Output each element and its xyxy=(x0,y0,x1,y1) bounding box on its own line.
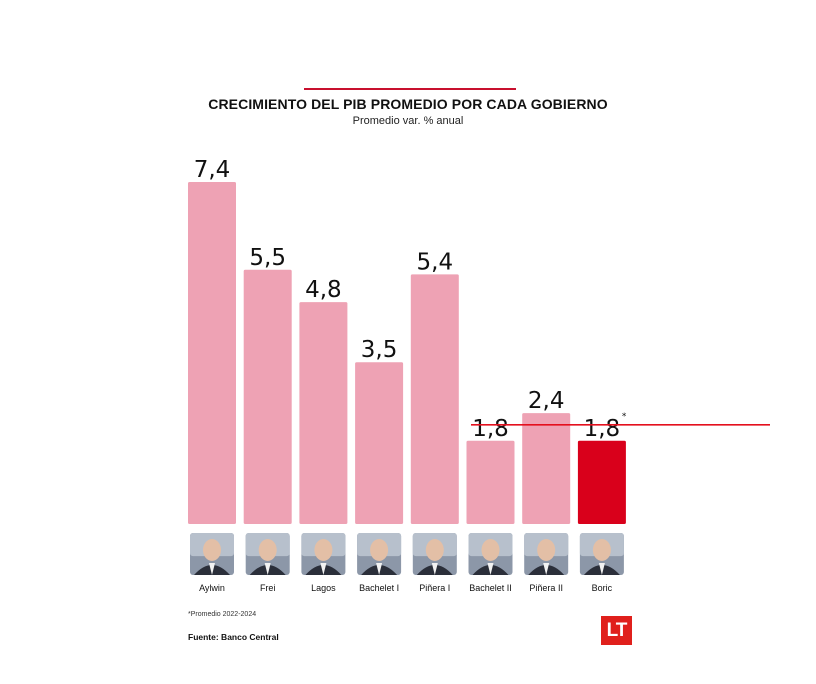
category-label: Bachelet II xyxy=(469,583,512,593)
bar-pi-era-i xyxy=(410,274,459,524)
bar-frei xyxy=(243,269,292,524)
portrait-pi-era-i xyxy=(412,533,457,575)
asterisk-mark: * xyxy=(622,412,627,422)
bar-bachelet-ii xyxy=(466,440,515,524)
portrait-aylwin xyxy=(190,533,234,575)
category-label: Piñera II xyxy=(529,583,563,593)
chart-title: CRECIMIENTO DEL PIB PROMEDIO POR CADA GO… xyxy=(208,96,608,112)
value-label: 7,4 xyxy=(194,157,231,183)
value-label: 3,5 xyxy=(361,337,398,363)
portrait-pi-era-ii xyxy=(524,533,569,575)
category-label: Bachelet I xyxy=(359,583,399,593)
category-label: Boric xyxy=(592,583,613,593)
category-label: Aylwin xyxy=(199,583,225,593)
value-label: 1,8 xyxy=(472,416,509,442)
bar-bachelet-i xyxy=(355,362,404,524)
bar-aylwin xyxy=(188,182,236,524)
portrait-lagos xyxy=(301,533,346,575)
value-label: 5,4 xyxy=(417,249,454,275)
category-label: Piñera I xyxy=(419,583,450,593)
bar-lagos xyxy=(299,302,348,524)
lt-logo: LT xyxy=(601,616,632,645)
portrait-bachelet-i xyxy=(357,533,402,575)
chart-subtitle: Promedio var. % anual xyxy=(352,115,464,127)
portrait-boric xyxy=(579,533,624,575)
source-note: Fuente: Banco Central xyxy=(188,632,279,642)
bar-pi-era-ii xyxy=(522,413,571,524)
value-label: 1,8 xyxy=(584,416,621,442)
portrait-frei xyxy=(245,533,290,575)
title-accent-rule xyxy=(304,88,516,90)
bar-boric xyxy=(577,440,626,524)
value-label: 4,8 xyxy=(305,277,342,303)
footnote: *Promedio 2022-2024 xyxy=(188,611,257,618)
value-label: 2,4 xyxy=(528,388,565,414)
portrait-bachelet-ii xyxy=(468,533,513,575)
category-label: Lagos xyxy=(311,583,336,593)
value-label: 5,5 xyxy=(249,245,286,271)
category-label: Frei xyxy=(260,583,276,593)
